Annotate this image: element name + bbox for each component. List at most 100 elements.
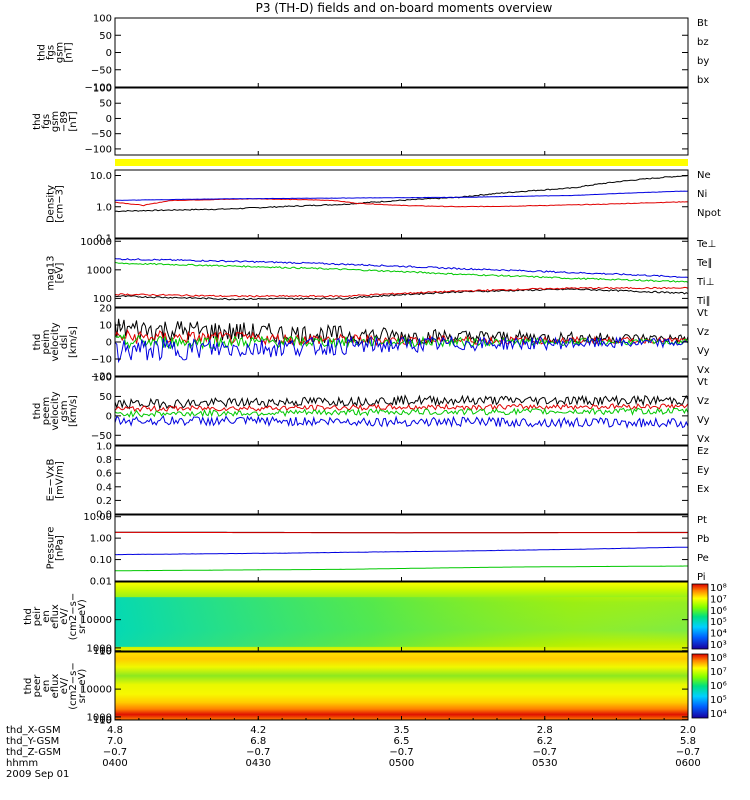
panel-frame: [114, 445, 689, 515]
ytick-label: 10000: [80, 615, 112, 626]
legend-label: bx: [697, 75, 709, 86]
xtick-label: 3.5: [394, 725, 410, 736]
ylabel-line: gsm: [55, 42, 66, 63]
xtick-label: −0.7: [676, 747, 700, 758]
xaxis-row-label: hhmm: [6, 758, 38, 769]
legend-label: Ez: [697, 446, 709, 457]
ylabel-line: peim: [41, 329, 52, 354]
xtick-label: −0.7: [246, 747, 270, 758]
legend-label: Ne: [697, 170, 711, 181]
ylabel-line: sr−eV): [77, 669, 88, 704]
xtick-label: 6.8: [250, 736, 266, 747]
ytick-label: 100: [93, 646, 112, 657]
date-label: 2009 Sep 01: [6, 769, 69, 780]
ytick-label: 20: [99, 304, 112, 315]
legend-label: Pi: [697, 572, 706, 583]
ylabel-line: thd: [23, 608, 34, 625]
ytick-label: −50: [91, 129, 112, 140]
ytick-label: 100: [93, 715, 112, 726]
ylabel-line: dsl: [59, 335, 70, 349]
legend-label: Vt: [697, 377, 708, 388]
ylabel-line: [km/s]: [68, 395, 79, 427]
xtick-label: 0600: [675, 758, 700, 769]
ytick-label: −50: [91, 65, 112, 76]
ylabel-line: gsm: [50, 111, 61, 132]
series-line-Ti∥: [114, 262, 689, 283]
ylabel-line: (cm2−s−: [68, 593, 79, 640]
ytick-label: 0.1: [96, 234, 112, 245]
legend-label: Pt: [697, 515, 707, 526]
ytick-label: 10000: [80, 237, 112, 248]
ytick-label: 10: [99, 715, 112, 726]
series-line-Vz: [114, 329, 689, 347]
xtick-label: 0430: [246, 758, 271, 769]
legend-label: Vy: [697, 415, 710, 426]
ylabel-line: [nT]: [64, 42, 75, 62]
colorbar-label: 10⁸: [710, 653, 727, 664]
panel-frame: [114, 87, 689, 156]
xtick-label: −0.7: [533, 747, 557, 758]
ylabel-line: thd: [23, 678, 34, 695]
ylabel-line: thd: [37, 44, 48, 61]
legend-label: Vt: [697, 308, 708, 319]
panel-3: 10.0 1.0 0.1 Density[cm−3] Ne Ni Npot: [46, 169, 721, 245]
legend-label: Vx: [697, 434, 710, 445]
xaxis-row-label: thd_Z-GSM: [6, 747, 61, 758]
colorbar-label: 10⁴: [710, 709, 727, 720]
ylabel-line: thd: [32, 403, 43, 420]
colorbar-label: 10⁶: [710, 681, 727, 692]
legend-label: Npot: [697, 208, 721, 219]
ylabel-line: E=−VxB: [46, 459, 57, 502]
xtick-label: −0.7: [103, 747, 127, 758]
panel-frame: [114, 17, 689, 88]
legend-label: by: [697, 56, 709, 67]
series-line-Ti⊥: [114, 258, 689, 278]
series-line-Vz: [114, 403, 689, 413]
ytick-label: 0.01: [90, 577, 112, 588]
legend-label: Pe: [697, 553, 709, 564]
series-line-Vy: [114, 407, 689, 418]
ytick-label: 10: [99, 321, 112, 332]
ylabel-line: [nPa]: [55, 535, 66, 561]
ytick-label: 1.00: [90, 534, 112, 545]
ylabel-line: en: [41, 680, 52, 693]
electron-spectrogram: [115, 652, 688, 720]
ytick-label: −50: [91, 431, 112, 442]
ylabel-line: thd: [32, 334, 43, 351]
series-line-Npot: [114, 190, 689, 201]
colorbar: [691, 583, 709, 650]
panel-4: 10000 1000 100 mag13[eV] Te⊥ Te∥ Ti⊥ Ti∥: [46, 237, 716, 308]
ylabel-line: eV/: [59, 677, 70, 694]
ylabel-line: peem: [41, 397, 52, 425]
legend-label: Ey: [697, 465, 709, 476]
ylabel-line: fgs: [46, 45, 57, 60]
colorbar-label: 10⁴: [710, 629, 727, 640]
legend-label: Te∥: [696, 258, 713, 269]
xaxis-row-label: thd_X-GSM: [6, 725, 61, 736]
ytick-label: 0.8: [96, 455, 112, 466]
ytick-label: 1000: [87, 265, 112, 276]
colorbar-label: 10³: [710, 640, 727, 651]
xtick-label: 0530: [532, 758, 557, 769]
colorbar-label: 10⁶: [710, 606, 727, 617]
ylabel-line: eflux: [50, 674, 61, 699]
ytick-label: 10000: [80, 685, 112, 696]
ylabel-line: gsm: [59, 400, 70, 421]
xtick-label: 6.5: [394, 736, 410, 747]
ylabel-line: velocity: [50, 322, 61, 361]
ytick-label: −20: [91, 372, 112, 383]
ytick-label: 1000: [87, 643, 112, 654]
series-line-Ne: [114, 174, 689, 213]
xtick-label: 7.0: [107, 736, 123, 747]
panel-9: 10⁸10⁷10⁶10⁵10⁴10³10000100010010thdpeire…: [23, 581, 727, 658]
ylabel-line: −89: [59, 111, 70, 132]
panel-frame: [114, 238, 689, 308]
series-line-Vx: [114, 335, 689, 364]
xtick-label: 6.2: [537, 736, 553, 747]
ylabel-line: sr−eV): [77, 599, 88, 634]
colorbar-label: 10⁵: [710, 695, 727, 706]
ylabel-line: Density: [46, 185, 57, 223]
ytick-label: 0.6: [96, 469, 112, 480]
ylabel-line: en: [41, 610, 52, 623]
